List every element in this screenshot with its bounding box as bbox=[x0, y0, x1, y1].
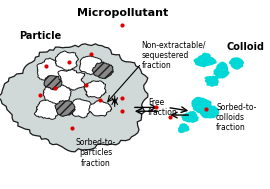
Polygon shape bbox=[92, 62, 113, 79]
Polygon shape bbox=[191, 97, 212, 113]
Polygon shape bbox=[55, 101, 75, 116]
Polygon shape bbox=[79, 56, 102, 75]
Text: Sorbed-to-
particles
fraction: Sorbed-to- particles fraction bbox=[75, 138, 116, 168]
Polygon shape bbox=[58, 69, 85, 90]
Text: Non-extractable/
sequestered
fraction: Non-extractable/ sequestered fraction bbox=[141, 40, 206, 70]
Polygon shape bbox=[200, 105, 219, 118]
Text: Particle: Particle bbox=[19, 31, 61, 41]
Text: Sorbed-to-
colloids
fraction: Sorbed-to- colloids fraction bbox=[216, 103, 256, 132]
Polygon shape bbox=[229, 57, 244, 70]
Text: Colloid: Colloid bbox=[227, 42, 265, 52]
Polygon shape bbox=[69, 99, 95, 118]
Polygon shape bbox=[204, 75, 219, 87]
Polygon shape bbox=[181, 111, 198, 123]
Polygon shape bbox=[213, 62, 230, 79]
Polygon shape bbox=[34, 100, 61, 119]
Text: Micropollutant: Micropollutant bbox=[77, 8, 168, 18]
Text: Free
fraction: Free fraction bbox=[148, 98, 178, 117]
Polygon shape bbox=[84, 81, 106, 98]
Polygon shape bbox=[37, 58, 70, 83]
Polygon shape bbox=[55, 51, 78, 70]
Polygon shape bbox=[0, 44, 148, 152]
Polygon shape bbox=[194, 53, 217, 67]
Polygon shape bbox=[43, 82, 71, 105]
Polygon shape bbox=[89, 100, 112, 116]
Polygon shape bbox=[178, 123, 190, 133]
Polygon shape bbox=[44, 75, 62, 90]
